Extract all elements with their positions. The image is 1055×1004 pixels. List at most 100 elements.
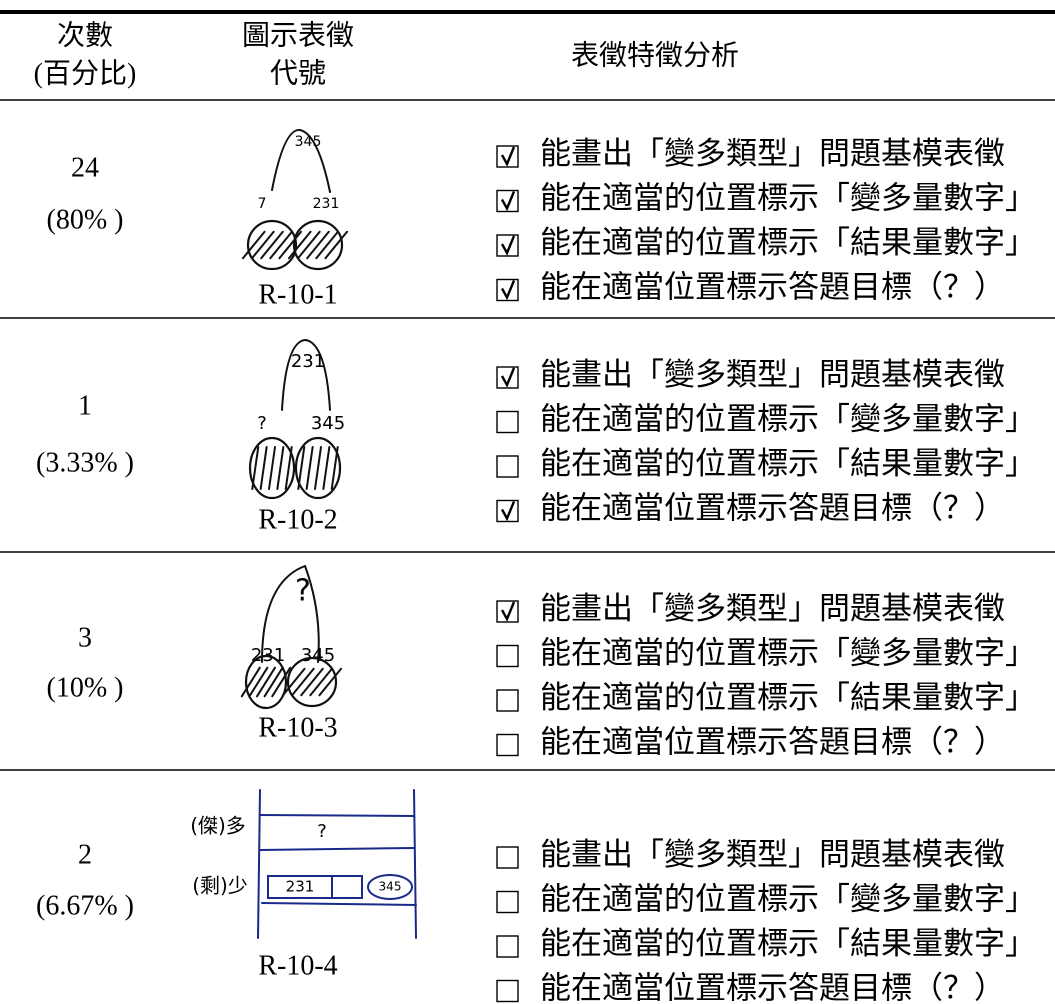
sketch-label: 345 bbox=[301, 645, 335, 666]
checkbox bbox=[496, 935, 519, 958]
sketch-label: ? bbox=[317, 821, 327, 842]
sketch-stroke bbox=[322, 446, 331, 490]
sketch-stroke bbox=[261, 564, 320, 663]
percent: (3.33% ) bbox=[36, 447, 134, 478]
sketch-stroke bbox=[306, 230, 330, 260]
header-cell: 代號 bbox=[270, 57, 326, 89]
sketch-stroke bbox=[261, 902, 417, 906]
checkbox bbox=[496, 234, 519, 257]
checkbox bbox=[496, 890, 519, 914]
sketch-stroke bbox=[259, 814, 415, 817]
checkbox bbox=[496, 846, 519, 869]
checkbox bbox=[496, 366, 519, 389]
criterion: 能在適當的位置標示「變多量數字」 bbox=[540, 181, 1036, 216]
checkbox bbox=[496, 600, 519, 623]
sketch-stroke bbox=[324, 230, 349, 260]
header-cell: 次數 bbox=[57, 19, 113, 51]
criterion: 能在適當的位置標示「變多量數字」 bbox=[540, 636, 1036, 671]
sketch-label: (剩)少 bbox=[192, 874, 248, 898]
sketch-label: 7 bbox=[258, 196, 267, 212]
sketch-oval bbox=[367, 874, 413, 900]
criterion: 能在適當位置標示答題目標（？） bbox=[540, 270, 1005, 305]
checkbox bbox=[496, 455, 519, 478]
sketch-stroke bbox=[271, 666, 292, 698]
percent: (10% ) bbox=[47, 672, 124, 703]
checkbox bbox=[496, 145, 519, 168]
criterion: 能在適當的位置標示「結果量數字」 bbox=[540, 225, 1036, 260]
sketch-stroke bbox=[300, 667, 324, 697]
criterion: 能畫出「變多類型」問題基模表徵 bbox=[540, 357, 1005, 392]
sketch-label: 345 bbox=[295, 134, 322, 150]
sketch-stroke bbox=[268, 446, 276, 490]
sketch-oval bbox=[294, 436, 342, 500]
criterion: 能畫出「變多類型」問題基模表徵 bbox=[540, 591, 1005, 626]
sketch-stroke bbox=[263, 666, 284, 698]
sketch-oval bbox=[286, 656, 338, 708]
percent: (80% ) bbox=[47, 204, 124, 235]
sketch: 231? 345 bbox=[248, 338, 345, 500]
count: 3 bbox=[78, 622, 92, 653]
sketch-label: ? bbox=[257, 413, 267, 434]
sketch-stroke bbox=[260, 230, 284, 260]
checkbox bbox=[496, 278, 519, 302]
sketch-oval bbox=[248, 436, 296, 500]
code: R-10-4 bbox=[258, 950, 337, 981]
code: R-10-1 bbox=[258, 279, 337, 310]
check-mark bbox=[500, 501, 516, 522]
sketch-label: 231 bbox=[313, 196, 340, 212]
check-mark bbox=[500, 367, 516, 388]
criterion: 能在適當的位置標示「變多量數字」 bbox=[540, 882, 1036, 917]
sketch-stroke bbox=[297, 446, 306, 490]
sketch-label: 345 bbox=[379, 880, 402, 894]
sketch-stroke bbox=[281, 338, 331, 411]
count: 2 bbox=[78, 839, 92, 870]
checkbox bbox=[496, 644, 519, 668]
sketch-stroke bbox=[248, 666, 269, 698]
sketch-stroke bbox=[297, 230, 321, 260]
checkbox bbox=[496, 689, 519, 712]
sketch-stroke bbox=[315, 230, 339, 260]
sketch-stroke bbox=[413, 789, 417, 939]
check-mark bbox=[500, 601, 516, 622]
sketch-stroke bbox=[330, 446, 339, 490]
check-mark bbox=[500, 235, 516, 256]
sketch-stroke bbox=[251, 230, 275, 260]
criterion: 能在適當位置標示答題目標（？） bbox=[540, 725, 1005, 760]
sketch-stroke bbox=[241, 230, 266, 260]
sketch-stroke bbox=[256, 666, 276, 698]
checkbox bbox=[496, 189, 519, 213]
sketch-label: 231 bbox=[291, 351, 325, 372]
criterion: 能在適當的位置標示「結果量數字」 bbox=[540, 926, 1036, 961]
check-mark bbox=[500, 191, 516, 212]
sketch-stroke bbox=[287, 230, 312, 260]
header-cell: 圖示表徵 bbox=[242, 19, 354, 51]
criterion: 能在適當的位置標示「結果量數字」 bbox=[540, 446, 1036, 481]
header-cell: 表徵特徵分析 bbox=[571, 39, 739, 71]
sketch-stroke bbox=[276, 446, 285, 490]
sketch-stroke bbox=[259, 847, 415, 851]
sketch-oval bbox=[292, 219, 344, 271]
sketch-stroke bbox=[318, 667, 343, 697]
sketch: ?231 345 bbox=[240, 564, 343, 710]
sketch-stroke bbox=[259, 446, 268, 490]
header-cell: (百分比) bbox=[34, 57, 137, 89]
sketch-label: (傑)多 bbox=[190, 814, 246, 838]
sketch-label: ? bbox=[295, 574, 311, 609]
criterion: 能畫出「變多類型」問題基模表徵 bbox=[540, 837, 1005, 872]
count: 24 bbox=[71, 152, 99, 183]
checkbox bbox=[496, 499, 519, 523]
sketch-stroke bbox=[281, 667, 306, 697]
sketch: (傑)多 (剩)少? 231 345 bbox=[190, 789, 417, 939]
count: 1 bbox=[78, 390, 92, 421]
sketch-stroke bbox=[271, 129, 331, 193]
sketch-stroke bbox=[291, 667, 315, 697]
check-mark bbox=[500, 146, 516, 167]
criterion: 能在適當位置標示答題目標（？） bbox=[540, 491, 1005, 526]
sketch: 345 7 231 bbox=[241, 129, 349, 271]
sketch-label: 231 bbox=[286, 878, 315, 896]
code: R-10-2 bbox=[258, 504, 337, 535]
sketch-stroke bbox=[269, 230, 293, 260]
sketch-stroke bbox=[284, 446, 293, 490]
